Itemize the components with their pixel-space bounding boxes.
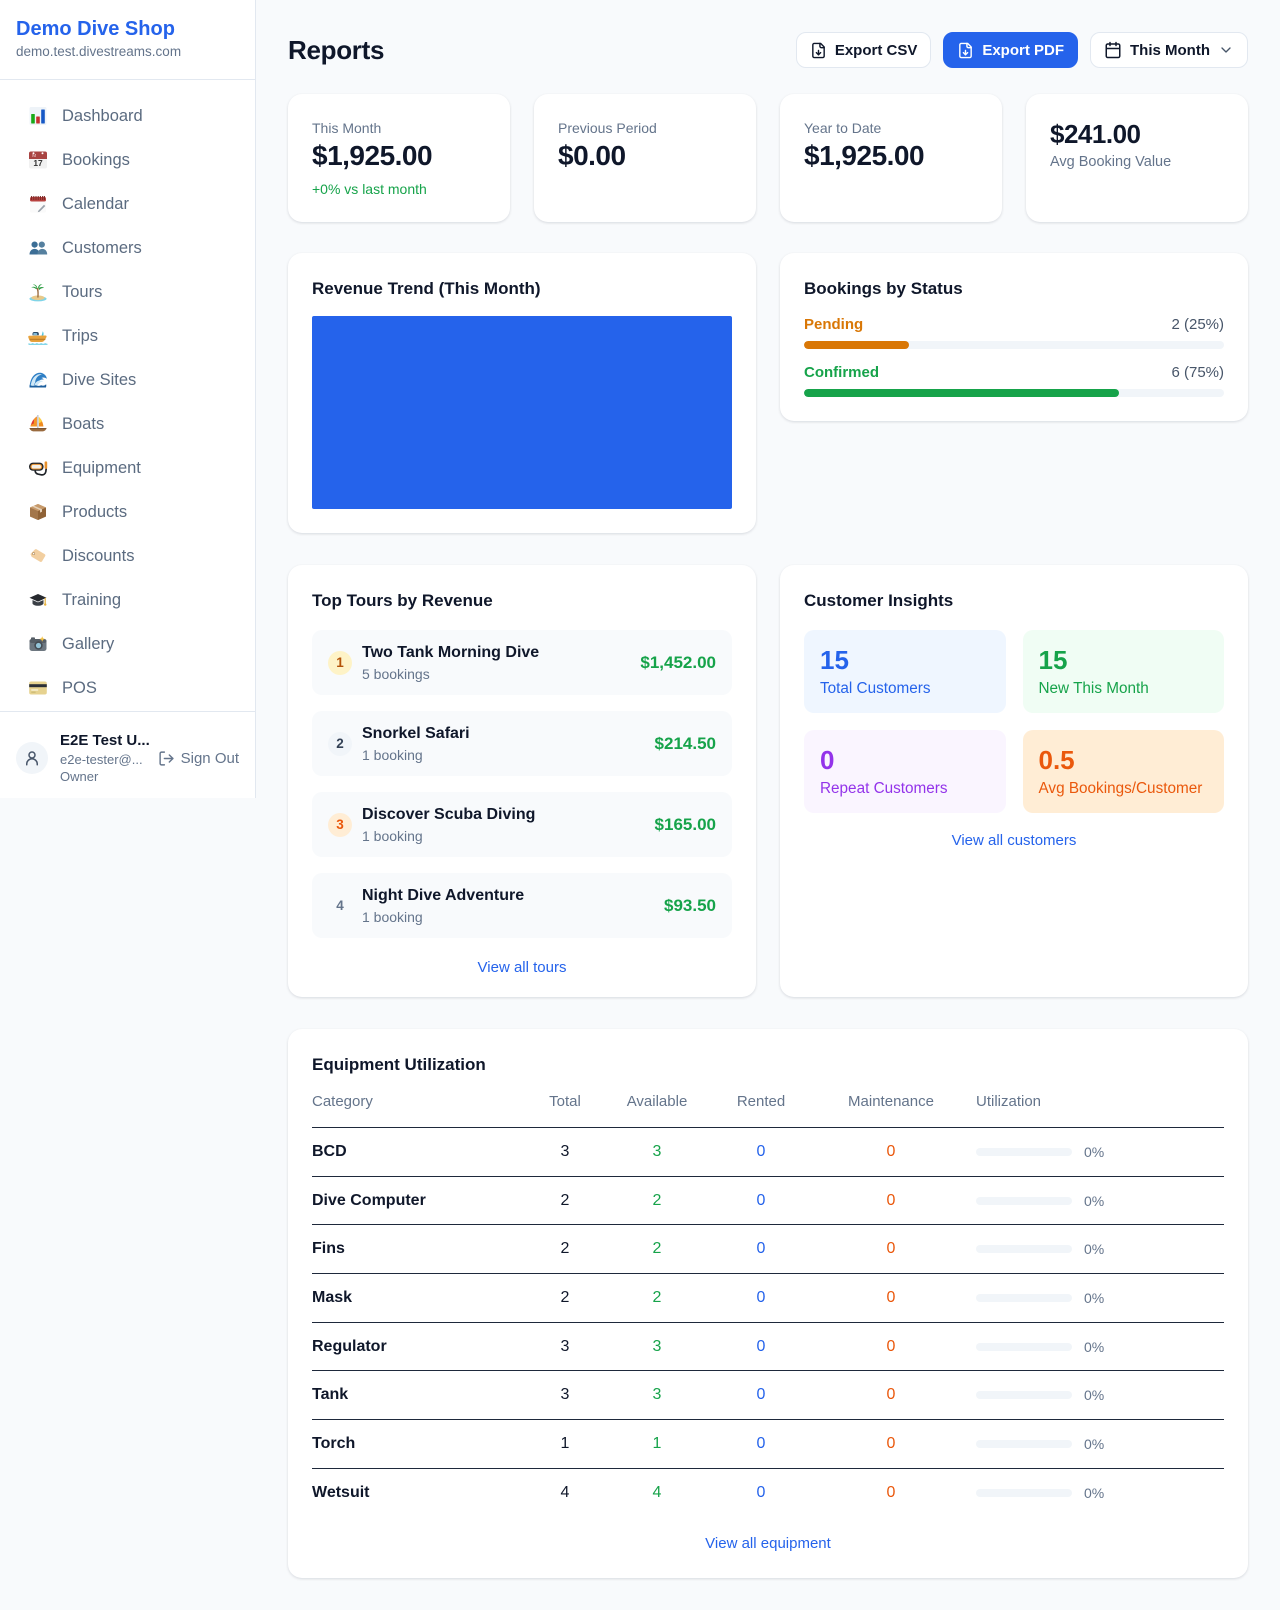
svg-text:M: M — [32, 153, 36, 158]
svg-text:17: 17 — [33, 158, 43, 168]
